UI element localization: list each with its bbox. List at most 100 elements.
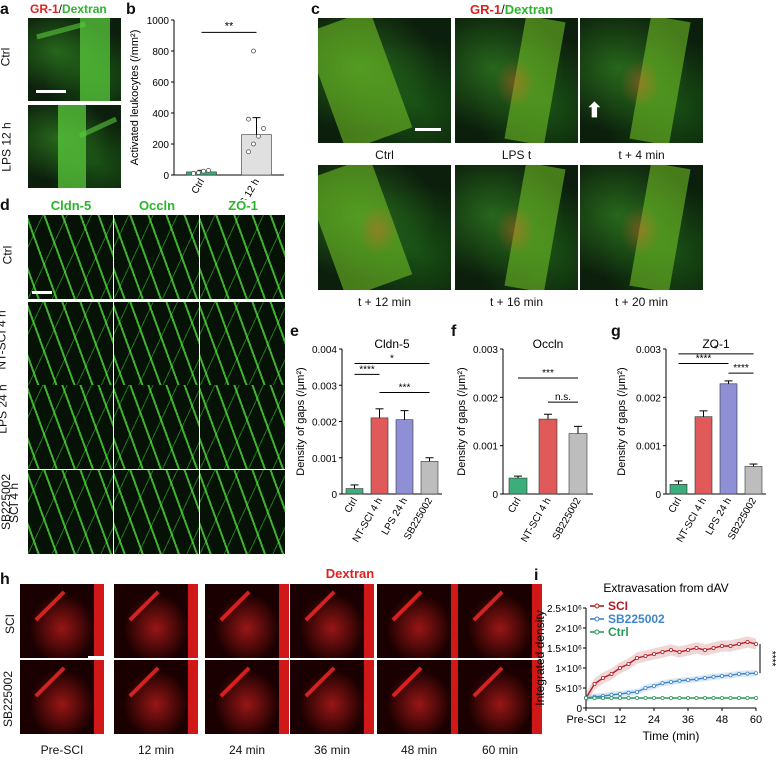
data-point [660,696,665,701]
data-point [609,696,614,701]
data-point [660,650,665,655]
data-point [711,674,716,679]
leak [495,205,535,255]
vessel-branch [219,666,251,698]
data-point [711,696,716,701]
panel-letter-i: i [534,567,539,584]
panel-c-caption: LPS t [501,148,532,162]
data-point [668,648,673,653]
row-label-d-nt: NT-SCI 4 h [0,310,9,370]
data-point [685,678,690,683]
legend-marker [594,629,600,635]
vessel [364,584,374,658]
data-point [196,170,201,176]
micrograph-a-lps [28,105,121,188]
vessel-branch [391,590,423,622]
vessel [188,584,198,658]
sig-label: **** [696,354,712,365]
leak [620,205,660,255]
panel-letter-c: c [311,1,320,18]
data-point [251,141,256,147]
chart-g: ZO-1 0 0.001 0.002 0.003 Density of gaps (/μm… [616,337,766,544]
data-point [728,673,733,678]
data-point [652,684,657,689]
bar [420,461,439,495]
data-point [609,692,614,697]
sig-label: **** [733,363,749,374]
data-point [694,696,699,701]
data-point [736,672,741,677]
y-tick-label: 5×10⁵ [555,684,582,695]
panel-letter-f: f [451,323,457,340]
data-point [652,652,657,657]
data-point [745,671,750,676]
col-header-cldn5: Cldn-5 [50,198,92,213]
stain-sep: / [58,2,63,16]
bar [568,433,588,495]
sig-label: ** [225,20,234,32]
data-point [626,690,631,695]
data-point [753,696,758,701]
micrograph-h [114,584,198,658]
data-point [635,656,640,661]
row-label-h-sb: SB225002 [1,670,16,728]
data-point [728,644,733,649]
legend-label: Ctrl [608,625,629,639]
vessel [318,18,413,143]
y-tick-label: 0.001 [636,442,661,453]
vessel-branch [128,590,160,622]
stain-dextran-c: Dextran [504,2,554,17]
micrograph-c [318,165,451,290]
data-point [206,167,211,173]
sig-label: * [714,344,718,355]
data-point [251,48,256,54]
y-tick-label: 800 [152,47,169,58]
data-point [618,696,623,701]
vessel [364,660,374,734]
x-tick-label: Pre-SCI [566,714,605,726]
data-point [728,696,733,701]
panel-h-time-label: 60 min [481,743,519,757]
data-point [601,696,606,701]
micrograph-h [205,660,289,734]
panel-h-time-label: 36 min [313,743,351,757]
panel-letter-d: d [0,197,10,214]
y-tick-label: 400 [152,109,169,120]
bar [345,488,364,495]
scale-bar [415,128,441,131]
data-point [246,116,251,122]
chart-f: Occln 0 0.001 0.002 0.003 Density of gaps (/μ… [456,337,593,544]
y-tick-label: 1000 [147,16,170,27]
leak [620,58,660,108]
panel-h-title: Dextran [325,566,375,581]
vessel [451,584,461,658]
data-point [668,696,673,701]
data-point [694,646,699,651]
bar [241,134,272,176]
x-tick-label: Ctrl [506,496,523,515]
micrograph-d [28,215,113,299]
micrograph-h [458,660,542,734]
sig-label: **** [359,364,375,375]
data-point [677,650,682,655]
y-axis-label: Integrated density [534,610,547,705]
vessel-branch [34,666,66,698]
panel-h-time-label: Pre-SCI [40,743,84,757]
vessel [279,660,289,734]
vessel [188,660,198,734]
arrow-icon: ⬆ [586,100,603,122]
x-tick-label: 48 [716,714,728,726]
y-tick-label: 1×10⁶ [555,664,582,675]
y-tick-label: 200 [152,140,169,151]
data-point [753,642,758,647]
micrograph-d [114,385,199,469]
micrograph-h [290,584,374,658]
vessel [451,660,461,734]
legend-label: SB225002 [608,612,665,626]
x-tick-label: Ctrl [343,496,360,515]
data-point [719,644,724,649]
y-tick-label: 0.002 [312,418,337,429]
micrograph-d [114,215,199,299]
row-label-h-sci: SCI [3,613,18,635]
y-tick-label: 0.003 [473,345,498,356]
